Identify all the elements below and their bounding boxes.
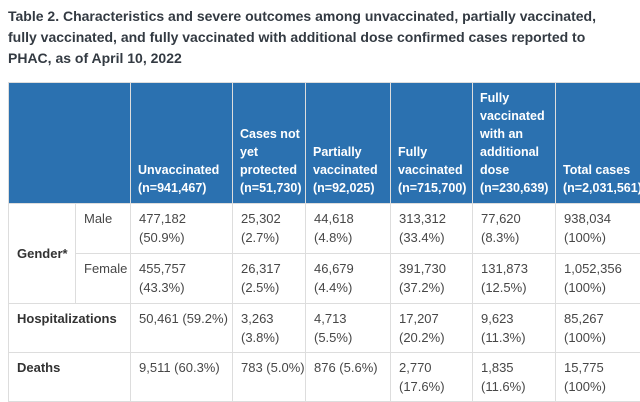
data-cell: 391,730 (37.2%)	[390, 253, 473, 304]
col-header-label: Unvaccinated	[138, 163, 220, 177]
table-title: Table 2. Characteristics and severe outc…	[8, 6, 640, 69]
col-header-label: Fully vaccinated with an additional dose	[480, 91, 545, 177]
data-cell: 1,835 (11.6%)	[472, 352, 556, 402]
col-header-partially-vaccinated: Partially vaccinated (n=92,025)	[305, 82, 391, 204]
col-header-n: (n=2,031,561)	[563, 181, 640, 195]
data-cell: 77,620 (8.3%)	[472, 203, 556, 254]
row-group-label-gender: Gender*	[8, 203, 76, 304]
col-header-cases-not-yet-protected: Cases not yet protected (n=51,730)	[232, 82, 306, 204]
data-cell: 17,207 (20.2%)	[390, 303, 473, 353]
row-deaths: Deaths 9,511 (60.3%) 783 (5.0%) 876 (5.6…	[8, 352, 640, 402]
table-title-line-2: fully vaccinated, and fully vaccinated w…	[8, 29, 586, 45]
col-header-label: Fully vaccinated	[398, 145, 463, 177]
col-header-label: Cases not yet protected	[240, 127, 300, 177]
col-header-label: Partially vaccinated	[313, 145, 378, 177]
data-cell: 26,317 (2.5%)	[232, 253, 306, 304]
data-cell: 46,679 (4.4%)	[305, 253, 391, 304]
col-header-fully-vaccinated-additional-dose: Fully vaccinated with an additional dose…	[472, 82, 556, 204]
data-cell: 3,263 (3.8%)	[232, 303, 306, 353]
data-cell: 4,713 (5.5%)	[305, 303, 391, 353]
col-header-label: Total cases	[563, 163, 631, 177]
row-sublabel-female: Female	[75, 253, 131, 304]
col-header-n: (n=51,730)	[240, 181, 302, 195]
data-cell: 2,770 (17.6%)	[390, 352, 473, 402]
outcomes-table: Unvaccinated (n=941,467) Cases not yet p…	[8, 82, 640, 402]
data-cell: 313,312 (33.4%)	[390, 203, 473, 254]
data-cell: 455,757 (43.3%)	[130, 253, 233, 304]
col-header-n: (n=92,025)	[313, 181, 375, 195]
data-cell: 938,034 (100%)	[555, 203, 640, 254]
data-cell: 783 (5.0%)	[232, 352, 306, 402]
row-hospitalizations: Hospitalizations 50,461 (59.2%) 3,263 (3…	[8, 303, 640, 353]
row-gender-male: Gender* Male 477,182 (50.9%) 25,302 (2.7…	[8, 203, 640, 304]
data-cell: 50,461 (59.2%)	[130, 303, 233, 353]
col-header-fully-vaccinated: Fully vaccinated (n=715,700)	[390, 82, 473, 204]
col-header-unvaccinated: Unvaccinated (n=941,467)	[130, 82, 233, 204]
table-title-line-3: PHAC, as of April 10, 2022	[8, 50, 182, 66]
data-cell: 44,618 (4.8%)	[305, 203, 391, 254]
col-header-n: (n=230,639)	[480, 181, 549, 195]
data-cell: 85,267 (100%)	[555, 303, 640, 353]
data-cell: 9,623 (11.3%)	[472, 303, 556, 353]
data-cell: 1,052,356 (100%)	[555, 253, 640, 304]
data-cell: 477,182 (50.9%)	[130, 203, 233, 254]
row-label-deaths: Deaths	[8, 352, 131, 402]
data-cell: 9,511 (60.3%)	[130, 352, 233, 402]
row-gender-female: Female 455,757 (43.3%) 26,317 (2.5%) 46,…	[9, 253, 640, 304]
col-header-n: (n=941,467)	[138, 181, 207, 195]
data-cell: 876 (5.6%)	[305, 352, 391, 402]
table-title-line-1: Table 2. Characteristics and severe outc…	[8, 8, 596, 24]
data-cell: 131,873 (12.5%)	[472, 253, 556, 304]
row-label-hospitalizations: Hospitalizations	[8, 303, 131, 353]
header-row: Unvaccinated (n=941,467) Cases not yet p…	[8, 82, 640, 204]
row-sublabel-male: Male	[75, 203, 131, 254]
data-cell: 15,775 (100%)	[555, 352, 640, 402]
corner-header-cell	[8, 82, 131, 204]
col-header-n: (n=715,700)	[398, 181, 467, 195]
data-cell: 25,302 (2.7%)	[232, 203, 306, 254]
col-header-total-cases: Total cases (n=2,031,561)	[555, 82, 640, 204]
